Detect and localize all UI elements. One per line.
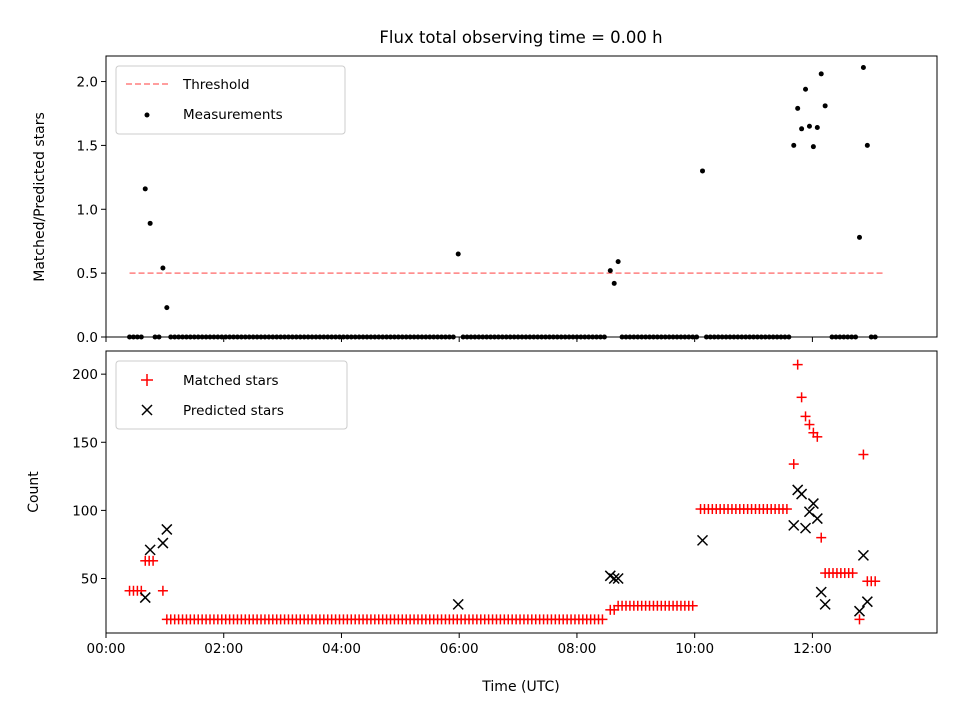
measurement-point xyxy=(795,105,801,111)
measurement-point xyxy=(864,142,870,148)
top-y-axis-label: Matched/Predicted stars xyxy=(32,112,48,282)
measurement-point xyxy=(142,186,148,192)
measurement-point xyxy=(611,280,617,286)
predicted-star-point xyxy=(608,572,620,585)
matched-star-point xyxy=(870,576,881,587)
matched-star-point xyxy=(148,555,159,566)
matched-star-point xyxy=(800,411,811,422)
x-tick-label: 08:00 xyxy=(557,641,596,657)
x-tick-label: 06:00 xyxy=(440,641,479,657)
x-tick-label: 02:00 xyxy=(204,641,243,657)
predicted-star-point xyxy=(819,598,831,610)
matched-star-point xyxy=(858,449,869,460)
x-tick-label: 10:00 xyxy=(675,641,714,657)
x-axis-label: Time (UTC) xyxy=(481,679,559,695)
measurement-point xyxy=(856,234,862,240)
y-tick-label: 100 xyxy=(72,503,98,519)
matched-star-point xyxy=(816,532,827,543)
y-tick-label: 150 xyxy=(72,435,98,451)
matched-star-point xyxy=(157,585,168,596)
predicted-star-point xyxy=(853,605,866,617)
matched-legend-label: Matched stars xyxy=(183,373,279,389)
y-tick-label: 1.0 xyxy=(77,202,98,218)
measurement-point xyxy=(615,259,621,265)
predicted-star-point xyxy=(807,498,819,510)
matched-star-point xyxy=(781,504,792,515)
predicted-star-point xyxy=(612,572,624,585)
y-tick-label: 0.0 xyxy=(77,330,98,346)
chart-title: Flux total observing time = 0.00 h xyxy=(379,28,662,47)
bottom-panel: 00:00 02:00 04:00 06:00 08:00 10:00 12:00 50 100… xyxy=(26,350,938,695)
y-tick-label: 0.5 xyxy=(77,266,98,282)
measurement-point xyxy=(791,142,797,148)
predicted-star-point xyxy=(861,596,873,608)
bottom-y-axis-label: Count xyxy=(26,471,42,513)
x-tick-label: 04:00 xyxy=(322,641,361,657)
y-tick-label: 200 xyxy=(72,367,98,383)
predicted-star-point xyxy=(788,519,800,531)
measurement-point xyxy=(814,125,820,131)
matched-star-point xyxy=(804,419,815,430)
y-tick-label: 2.0 xyxy=(77,75,98,91)
measurement-point xyxy=(803,86,809,92)
measurement-point xyxy=(806,123,812,129)
y-tick-label: 50 xyxy=(81,572,98,588)
matched-star-point xyxy=(796,392,807,403)
measurements-legend-label: Measurements xyxy=(183,107,283,123)
y-tick-label: 1.5 xyxy=(77,138,98,154)
predicted-star-point xyxy=(157,537,169,549)
matched-star-point xyxy=(687,600,698,611)
predicted-star-point xyxy=(857,549,869,561)
predicted-star-point xyxy=(800,522,812,534)
bottom-axes-frame xyxy=(105,350,938,634)
top-panel: 0.00.51.01.52.0 Matched/Predicted stars … xyxy=(32,55,938,346)
bottom-legend-box xyxy=(115,360,348,430)
bottom-legend: Matched stars Predicted stars xyxy=(115,360,348,430)
top-legend: Threshold Measurements xyxy=(115,65,346,135)
predicted-star-point xyxy=(161,523,173,535)
measurement-point xyxy=(607,268,613,274)
measurement-point xyxy=(164,305,170,311)
measurement-point xyxy=(455,251,461,257)
measurement-point xyxy=(818,71,824,77)
x-tick-label: 12:00 xyxy=(793,641,832,657)
matched-star-point xyxy=(847,568,858,579)
measurement-point xyxy=(160,265,166,271)
threshold-legend-label: Threshold xyxy=(182,77,250,93)
x-tick-label: 00:00 xyxy=(87,641,126,657)
measurement-point xyxy=(822,103,828,109)
measurement-point xyxy=(700,168,706,174)
matched-star-point xyxy=(597,614,608,625)
predicted-star-point xyxy=(815,586,827,598)
predicted-star-point xyxy=(811,513,823,525)
predicted-star-point xyxy=(144,544,156,556)
measurements-legend-dot xyxy=(144,112,150,118)
predicted-star-point xyxy=(696,534,709,546)
measurement-point xyxy=(147,220,153,226)
matched-star-point xyxy=(854,614,865,625)
measurement-point xyxy=(810,144,816,150)
predicted-legend-marker xyxy=(141,404,153,416)
measurement-point xyxy=(860,64,866,70)
predicted-legend-label: Predicted stars xyxy=(183,403,284,419)
matched-legend-marker xyxy=(141,374,153,386)
matched-star-point xyxy=(812,431,823,442)
matched-star-point xyxy=(792,359,803,370)
predicted-star-point xyxy=(139,592,151,604)
top-legend-box xyxy=(115,65,346,135)
measurement-point xyxy=(799,126,805,132)
top-axes-frame xyxy=(105,55,938,338)
predicted-star-point xyxy=(796,488,808,500)
matched-star-point xyxy=(788,459,799,470)
predicted-star-point xyxy=(452,598,464,610)
